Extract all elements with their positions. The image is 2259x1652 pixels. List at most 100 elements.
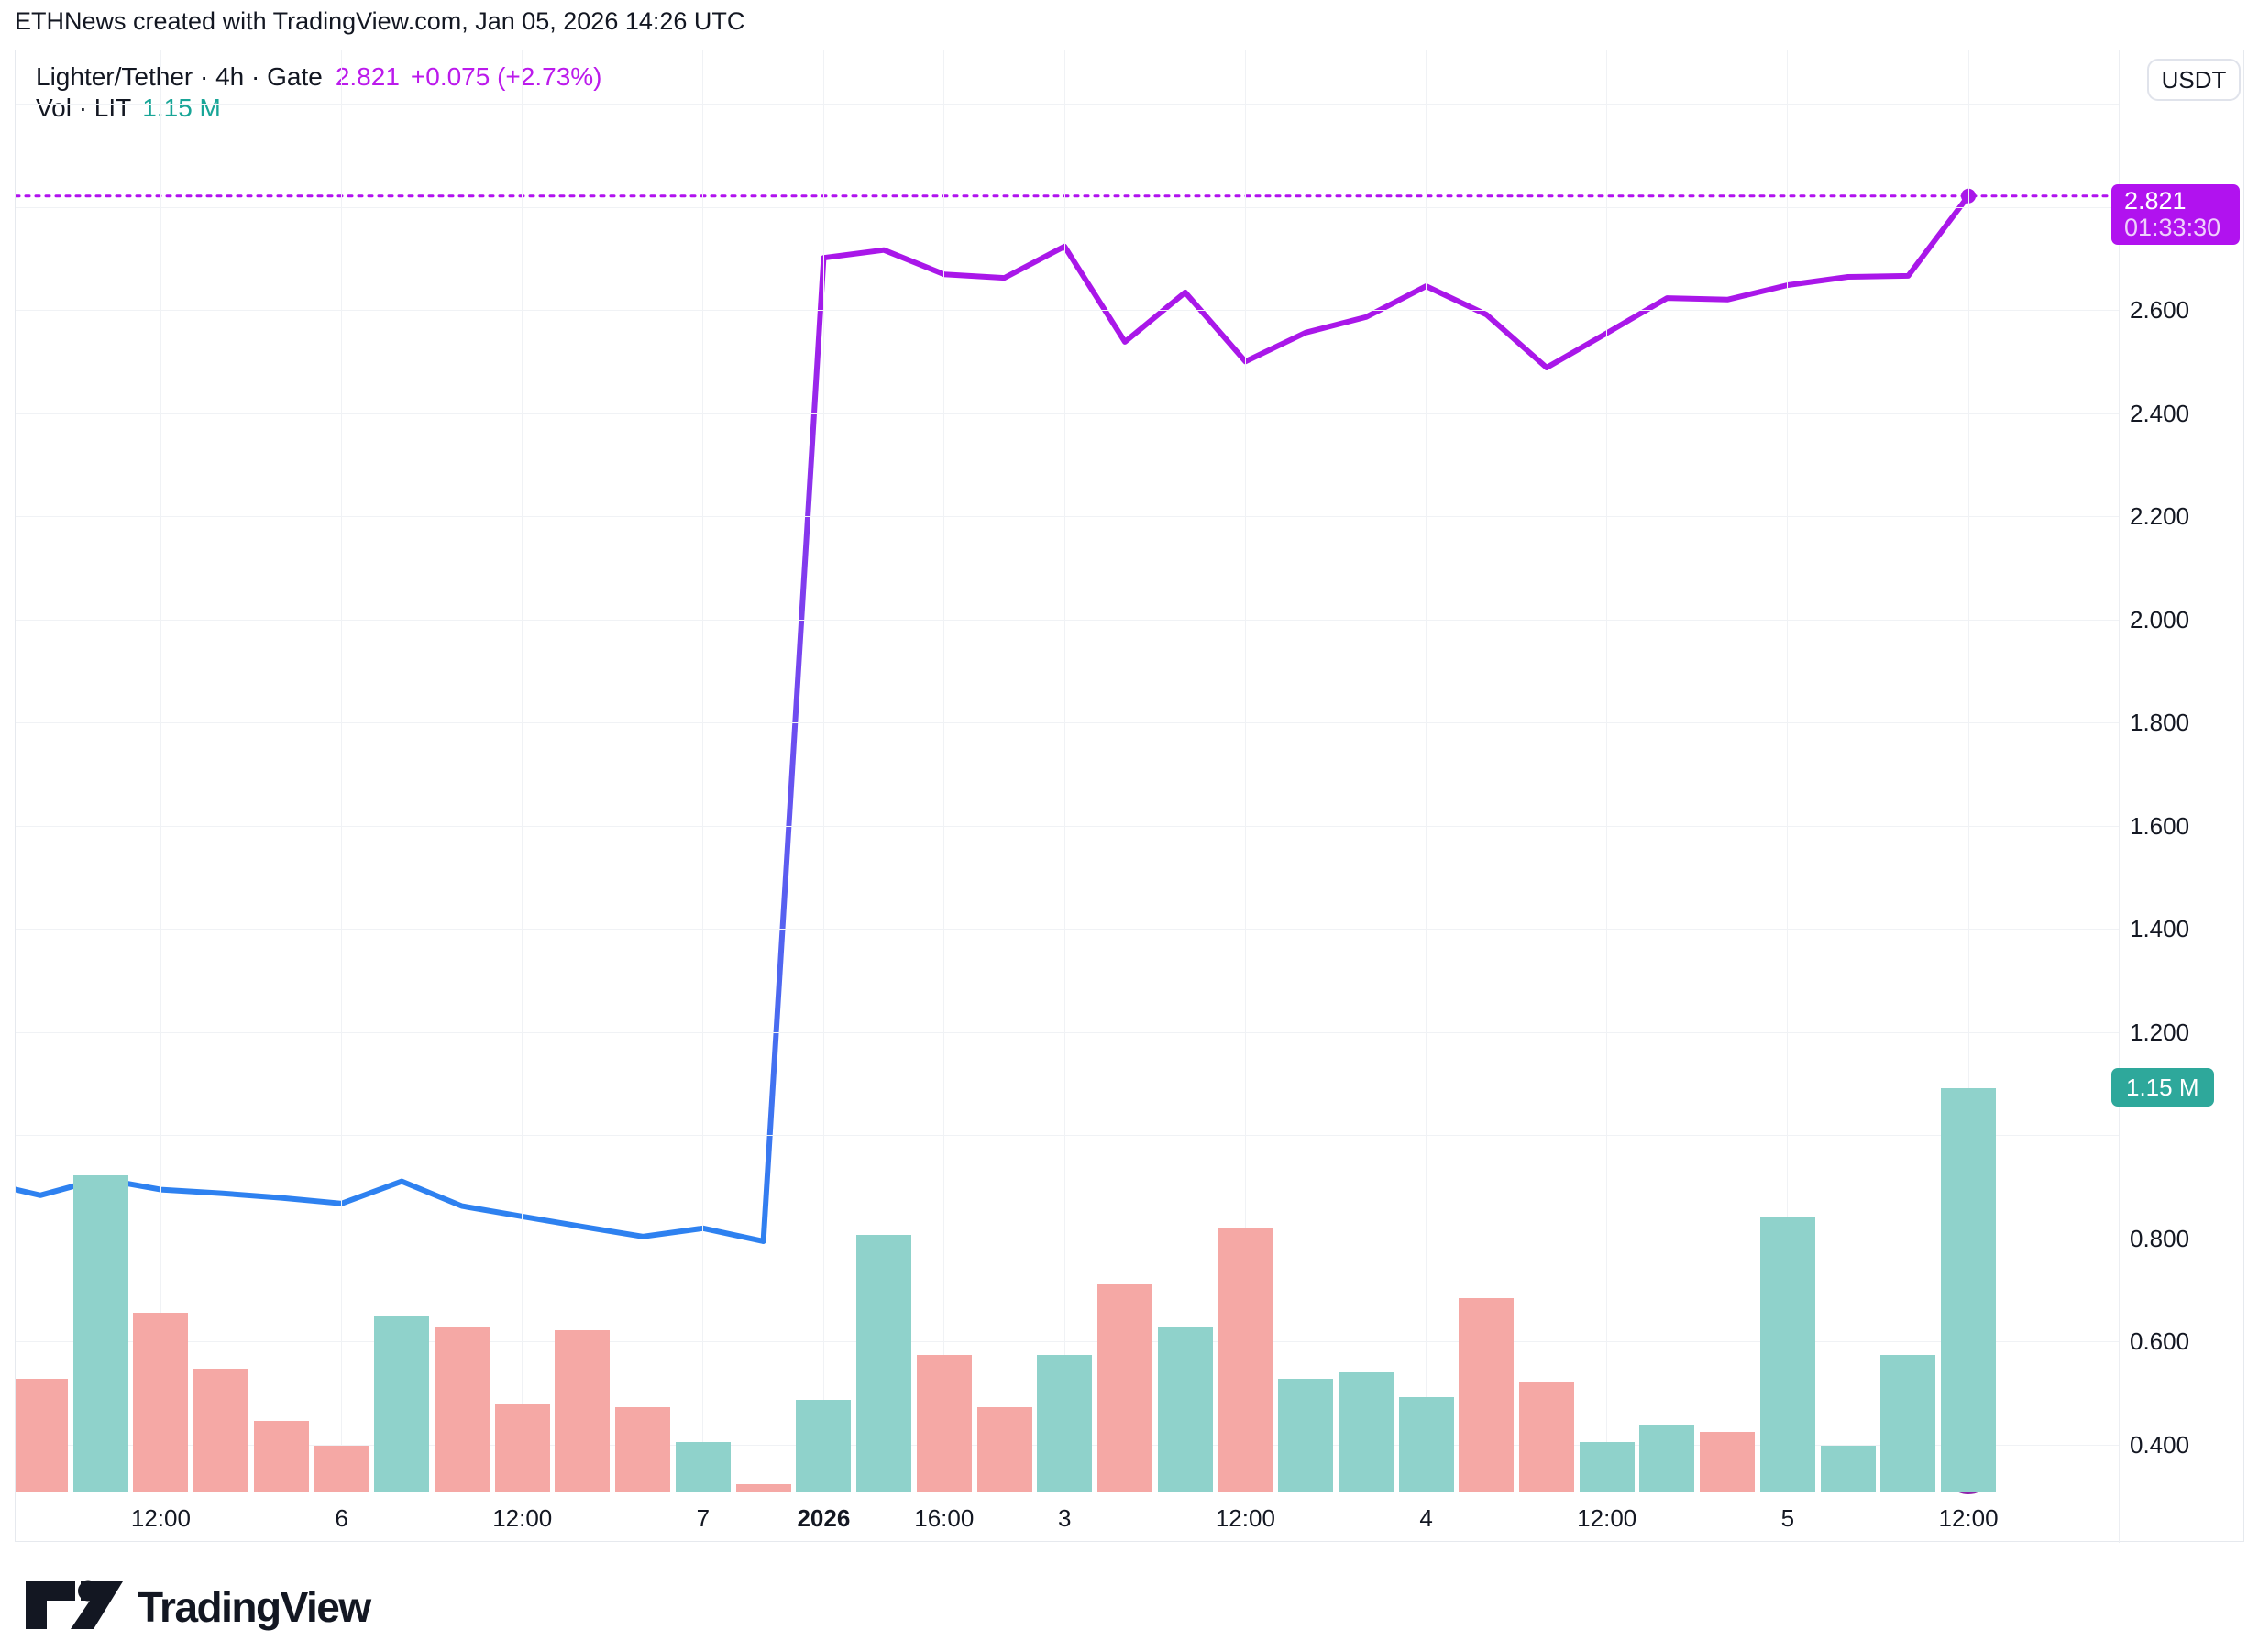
legend-symbol: Lighter/Tether · 4h · Gate [36, 62, 323, 91]
price-axis-label: 1.400 [2130, 915, 2190, 942]
time-axis-label: 3 [1058, 1504, 1072, 1532]
legend-last-price: 2.821 [335, 62, 400, 91]
price-axis-label: 1.600 [2130, 811, 2190, 840]
price-axis[interactable]: 2.821 01:33:30 1.15 M 2.600 2.400 2.200 2.0… [2111, 50, 2245, 1543]
volume-bar-up [1639, 1425, 1695, 1492]
chart-widget: Lighter/Tether · 4h · Gate 2.821 +0.075 (+… [15, 50, 2245, 1543]
vertical-gridline [943, 50, 945, 1492]
volume-bar-up [374, 1316, 430, 1492]
current-price-badge: 2.821 01:33:30 [2111, 183, 2240, 245]
volume-bar-up [1398, 1396, 1454, 1492]
volume-bar-down [1459, 1298, 1515, 1492]
price-axis-label: 1.200 [2130, 1018, 2190, 1046]
volume-bar-down [555, 1329, 611, 1492]
time-axis-label: 12:00 [1577, 1504, 1637, 1532]
volume-bar-up [72, 1175, 128, 1492]
price-line-post-jump [821, 193, 1971, 370]
time-axis-label: 12:00 [130, 1504, 191, 1532]
volume-bar-down [976, 1407, 1032, 1492]
volume-bar-down [1700, 1431, 1756, 1492]
current-volume-badge: 1.15 M [2111, 1067, 2214, 1107]
volume-bar-down [1519, 1382, 1574, 1492]
time-axis-label: 4 [1419, 1504, 1433, 1532]
vertical-gridline [1967, 50, 1969, 1492]
current-price-value: 2.821 [2124, 186, 2187, 215]
volume-bar-up [796, 1400, 852, 1492]
volume-bar-up [1278, 1379, 1334, 1492]
time-axis-label: 16:00 [914, 1504, 975, 1532]
vertical-gridline [341, 50, 343, 1492]
legend-volume-value: 1.15 M [142, 94, 221, 122]
horizontal-gridline [16, 310, 2119, 311]
volume-bar-down [916, 1354, 972, 1492]
price-axis-label: 1.800 [2130, 709, 2190, 736]
vertical-gridline [1426, 50, 1427, 1492]
volume-bar-up [1941, 1087, 1997, 1492]
price-axis-label: 0.400 [2130, 1430, 2190, 1459]
horizontal-gridline [16, 825, 2119, 827]
volume-bar-up [1759, 1217, 1815, 1492]
current-volume-value: 1.15 M [2126, 1073, 2199, 1101]
chart-pane[interactable]: Lighter/Tether · 4h · Gate 2.821 +0.075 (+… [16, 50, 2120, 1543]
price-axis-label: 0.600 [2130, 1327, 2190, 1355]
vertical-gridline [1244, 50, 1246, 1492]
vertical-gridline [822, 50, 824, 1492]
time-axis-label: 12:00 [1938, 1504, 1999, 1532]
horizontal-gridline [16, 929, 2119, 930]
vertical-gridline [522, 50, 523, 1492]
volume-bar-up [1338, 1371, 1394, 1492]
horizontal-gridline [16, 413, 2119, 414]
volume-bar-down [1096, 1284, 1152, 1492]
volume-bar-down [16, 1379, 68, 1492]
vertical-gridline [1787, 50, 1789, 1492]
volume-bar-down [133, 1312, 189, 1492]
volume-bar-up [856, 1235, 912, 1492]
time-axis-label: 12:00 [1215, 1504, 1275, 1532]
vertical-gridline [160, 50, 161, 1492]
horizontal-gridline [16, 1341, 2119, 1342]
legend-volume-row[interactable]: Vol · LIT 1.15 M [36, 93, 602, 124]
chart-legend: Lighter/Tether · 4h · Gate 2.821 +0.075 (+… [36, 61, 602, 124]
horizontal-gridline [16, 1031, 2119, 1033]
legend-price-change: +0.075 (+2.73%) [410, 62, 602, 91]
price-axis-label: 0.800 [2130, 1224, 2190, 1252]
price-axis-label: 2.000 [2130, 605, 2190, 633]
time-axis-label: 6 [335, 1504, 348, 1532]
price-axis-label: 2.400 [2130, 399, 2190, 427]
horizontal-gridline [16, 722, 2119, 723]
volume-bar-down [314, 1446, 369, 1492]
tradingview-logo-icon: TradingView [26, 1580, 373, 1631]
currency-toggle-button[interactable]: USDT [2147, 59, 2241, 101]
horizontal-gridline [16, 1135, 2119, 1136]
time-axis-label: 7 [696, 1504, 711, 1532]
price-axis-label: 2.200 [2130, 502, 2190, 530]
price-axis-label: 2.600 [2130, 296, 2190, 324]
volume-bar-up [1037, 1354, 1093, 1492]
volume-bar-down [193, 1368, 249, 1492]
legend-volume-label: Vol · LIT [36, 94, 132, 122]
vertical-gridline [702, 50, 704, 1492]
volume-bar-up [1157, 1326, 1213, 1492]
time-axis[interactable]: 12:00 6 12:00 7 2026 16:00 3 12:00 4 12:00 5 12:00 [16, 1493, 2119, 1543]
volume-bar-up [1880, 1354, 1936, 1492]
time-axis-label: 5 [1780, 1504, 1795, 1532]
horizontal-gridline [16, 516, 2119, 517]
time-axis-label: 2026 [797, 1504, 851, 1532]
time-axis-label: 12:00 [492, 1504, 553, 1532]
legend-symbol-row[interactable]: Lighter/Tether · 4h · Gate 2.821 +0.075 (+… [36, 61, 602, 93]
volume-bar-down [494, 1404, 550, 1492]
volume-bar-down [253, 1421, 309, 1492]
horizontal-gridline [16, 206, 2119, 208]
page-title: ETHNews created with TradingView.com, Ja… [15, 7, 745, 35]
vertical-gridline [1606, 50, 1608, 1492]
volume-bar-up [1579, 1442, 1635, 1492]
volume-bar-down [615, 1407, 671, 1492]
tradingview-logo-text: TradingView [138, 1583, 371, 1631]
horizontal-gridline [16, 104, 2119, 105]
volume-bar-down [735, 1484, 791, 1492]
volume-bar-up [1820, 1446, 1876, 1492]
bar-close-countdown: 01:33:30 [2124, 213, 2221, 241]
tradingview-footer-logo[interactable]: TradingView [26, 1579, 484, 1638]
horizontal-gridline [16, 619, 2119, 621]
